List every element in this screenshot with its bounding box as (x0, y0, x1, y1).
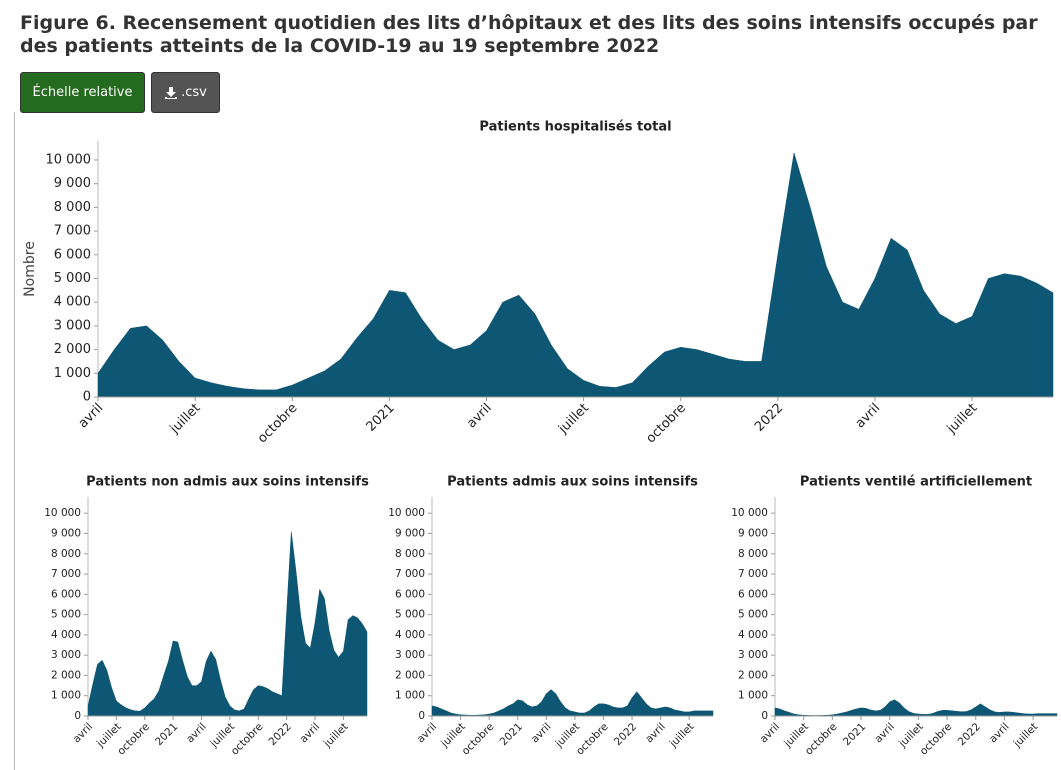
y-tick-label: 8 000 (395, 548, 425, 560)
x-tick-label: avril (76, 401, 107, 432)
x-tick-label: juillet (321, 721, 351, 751)
y-tick-label: 2 000 (395, 669, 425, 681)
x-tick-label: octobre (229, 721, 266, 758)
area (97, 152, 1054, 398)
y-tick-label: 9 000 (738, 528, 768, 540)
x-tick-label: juillet (167, 401, 204, 438)
x-tick-label: avril (184, 721, 209, 746)
y-tick-label: 1 000 (54, 366, 91, 381)
chart-title: Patients hospitalisés total (479, 120, 671, 135)
x-tick-label: 2021 (364, 401, 398, 435)
button-label: .csv (181, 85, 207, 100)
x-tick-label: juillet (555, 401, 592, 438)
y-tick-label: 2 000 (54, 342, 91, 357)
chart-title: Patients ventilé artificiellement (800, 475, 1032, 490)
y-tick-label: 7 000 (54, 224, 91, 239)
y-tick-label: 10 000 (388, 507, 425, 519)
x-tick-label: 2022 (956, 721, 983, 748)
x-tick-label: 2022 (752, 401, 786, 435)
y-tick-label: 2 000 (51, 669, 81, 681)
y-tick-label: 4 000 (738, 629, 768, 641)
y-tick-label: 0 (418, 710, 425, 722)
y-tick-label: 5 000 (51, 609, 81, 621)
y-tick-label: 10 000 (44, 507, 81, 519)
y-tick-label: 4 000 (54, 295, 91, 310)
y-tick-label: 3 000 (54, 318, 91, 333)
frame-rule (14, 112, 15, 770)
y-tick-label: 7 000 (51, 568, 81, 580)
y-tick-label: 1 000 (395, 690, 425, 702)
y-tick-label: 5 000 (54, 271, 91, 286)
y-tick-label: 1 000 (738, 690, 768, 702)
chart-title: Patients non admis aux soins intensifs (86, 475, 369, 490)
x-tick-label: avril (853, 401, 884, 432)
area (774, 699, 1058, 717)
area (431, 689, 714, 717)
x-tick-label: octobre (803, 721, 840, 758)
x-tick-label: octobre (574, 721, 611, 758)
y-tick-label: 6 000 (395, 588, 425, 600)
y-tick-label: 10 000 (731, 507, 768, 519)
y-tick-label: 5 000 (395, 609, 425, 621)
x-tick-label: octobre (115, 721, 152, 758)
x-tick-label: juillet (667, 721, 697, 751)
y-tick-label: 9 000 (51, 528, 81, 540)
x-tick-label: 2022 (612, 721, 639, 748)
y-tick-label: 0 (761, 710, 768, 722)
y-tick-label: 3 000 (51, 649, 81, 661)
y-tick-label: 8 000 (51, 548, 81, 560)
x-tick-label: avril (758, 721, 783, 746)
y-tick-label: 9 000 (54, 176, 91, 191)
y-tick-label: 3 000 (395, 649, 425, 661)
x-tick-label: octobre (460, 721, 497, 758)
x-tick-label: 2021 (841, 721, 868, 748)
y-tick-label: 8 000 (738, 548, 768, 560)
y-tick-label: 4 000 (51, 629, 81, 641)
x-tick-label: 2022 (266, 721, 293, 748)
x-tick-label: juillet (1011, 721, 1041, 751)
x-tick-label: 2021 (153, 721, 180, 748)
x-tick-label: octobre (255, 401, 301, 447)
y-tick-label: 6 000 (51, 588, 81, 600)
y-tick-label: 0 (83, 390, 91, 405)
x-tick-label: octobre (643, 401, 689, 447)
y-axis-label: Nombre (22, 241, 38, 297)
relative-scale-button[interactable]: Échelle relative (20, 72, 145, 113)
x-tick-label: octobre (918, 721, 955, 758)
y-tick-label: 9 000 (395, 528, 425, 540)
y-tick-label: 3 000 (738, 649, 768, 661)
y-tick-label: 7 000 (738, 568, 768, 580)
x-tick-label: avril (298, 721, 323, 746)
y-tick-label: 8 000 (54, 200, 91, 215)
x-tick-label: avril (872, 721, 897, 746)
figure-title: Figure 6. Recensement quotidien des lits… (20, 12, 1038, 57)
download-icon (165, 86, 178, 99)
x-tick-label: juillet (944, 401, 981, 438)
x-tick-label: avril (464, 401, 495, 432)
y-tick-label: 2 000 (738, 669, 768, 681)
x-tick-label: avril (529, 721, 554, 746)
y-tick-label: 5 000 (738, 609, 768, 621)
y-tick-label: 1 000 (51, 690, 81, 702)
y-tick-label: 6 000 (54, 247, 91, 262)
y-tick-label: 10 000 (46, 152, 92, 167)
button-label: Échelle relative (32, 85, 133, 100)
y-tick-label: 7 000 (395, 568, 425, 580)
x-tick-label: avril (987, 721, 1012, 746)
area (87, 531, 368, 717)
y-tick-label: 6 000 (738, 588, 768, 600)
chart-title: Patients admis aux soins intensifs (447, 475, 698, 490)
x-tick-label: 2021 (498, 721, 525, 748)
y-tick-label: 4 000 (395, 629, 425, 641)
x-tick-label: avril (71, 721, 96, 746)
x-tick-label: avril (415, 721, 440, 746)
x-tick-label: avril (643, 721, 668, 746)
csv-download-button[interactable]: .csv (151, 72, 220, 113)
y-tick-label: 0 (74, 710, 81, 722)
